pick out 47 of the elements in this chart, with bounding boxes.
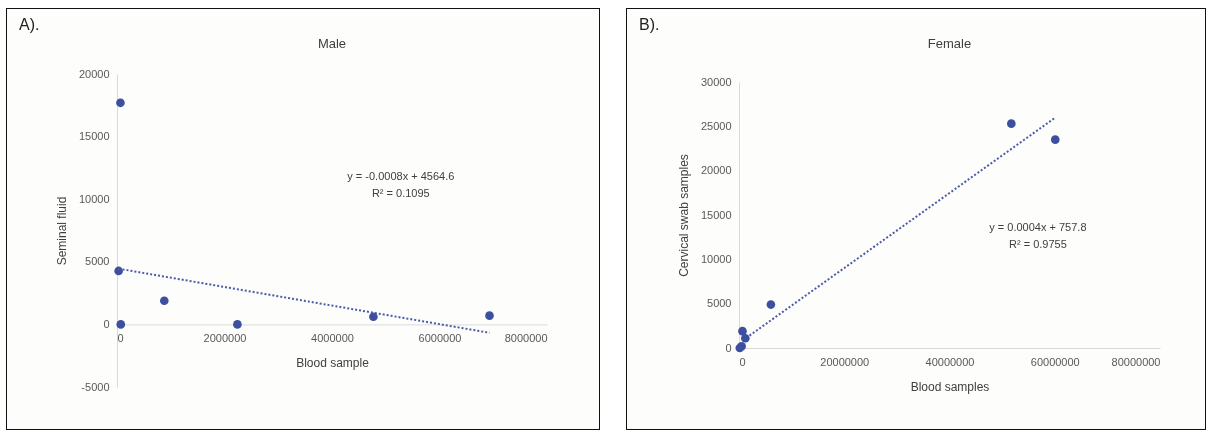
- y-tick-label: 20000: [700, 164, 732, 177]
- point: [233, 320, 242, 329]
- point: [159, 296, 169, 306]
- y-tick-label: 25000: [700, 119, 732, 132]
- x-tick-label: 2000000: [203, 331, 247, 344]
- x-tick-label: 40000000: [925, 355, 975, 368]
- x-tick-label: 4000000: [311, 331, 354, 344]
- point: [485, 311, 494, 320]
- point: [116, 98, 125, 108]
- point: [1007, 119, 1016, 128]
- chart-title: Male: [317, 36, 347, 51]
- point: [369, 312, 378, 322]
- x-tick-label: 8000000: [504, 331, 548, 344]
- annotation: R² = 0.9755: [1009, 238, 1067, 251]
- point: [114, 266, 123, 276]
- y-tick-label: 10000: [78, 192, 110, 205]
- y-tick-label: 0: [103, 317, 110, 330]
- chart-title: Female: [927, 36, 972, 51]
- y-tick-label: 20000: [78, 67, 110, 80]
- x-axis-title: Blood samples: [910, 379, 990, 394]
- y-tick-label: 10000: [700, 252, 732, 265]
- point: [740, 333, 750, 343]
- annotation: R² = 0.1095: [371, 187, 430, 200]
- y-tick-label: 30000: [700, 75, 732, 88]
- text: B).: [639, 16, 660, 33]
- point: [116, 320, 126, 329]
- x-tick-label: 60000000: [1030, 355, 1080, 368]
- text: A).: [19, 16, 40, 33]
- annotation: y = 0.0004x + 757.8: [989, 221, 1087, 234]
- point: [766, 300, 776, 309]
- x-tick-label: 0: [739, 355, 746, 368]
- y-axis-title: Seminal fluid: [54, 196, 69, 266]
- x-tick-label: 80000000: [1111, 355, 1161, 368]
- x-tick-label: 0: [117, 331, 124, 344]
- x-tick-label: 20000000: [820, 355, 870, 368]
- x-axis-title: Blood sample: [296, 355, 370, 370]
- point: [1050, 135, 1060, 144]
- annotation: y = -0.0008x + 4564.6: [347, 170, 455, 183]
- y-tick-label: 15000: [78, 130, 110, 143]
- x-tick-label: 6000000: [418, 331, 462, 344]
- y-tick-label: 0: [725, 341, 732, 354]
- y-tick-label: 15000: [700, 208, 732, 221]
- y-axis-title: Cervical swab samples: [676, 154, 691, 277]
- y-tick-label: 5000: [85, 255, 110, 268]
- y-tick-label: -5000: [81, 380, 110, 393]
- y-tick-label: 5000: [707, 297, 732, 310]
- point: [738, 326, 747, 336]
